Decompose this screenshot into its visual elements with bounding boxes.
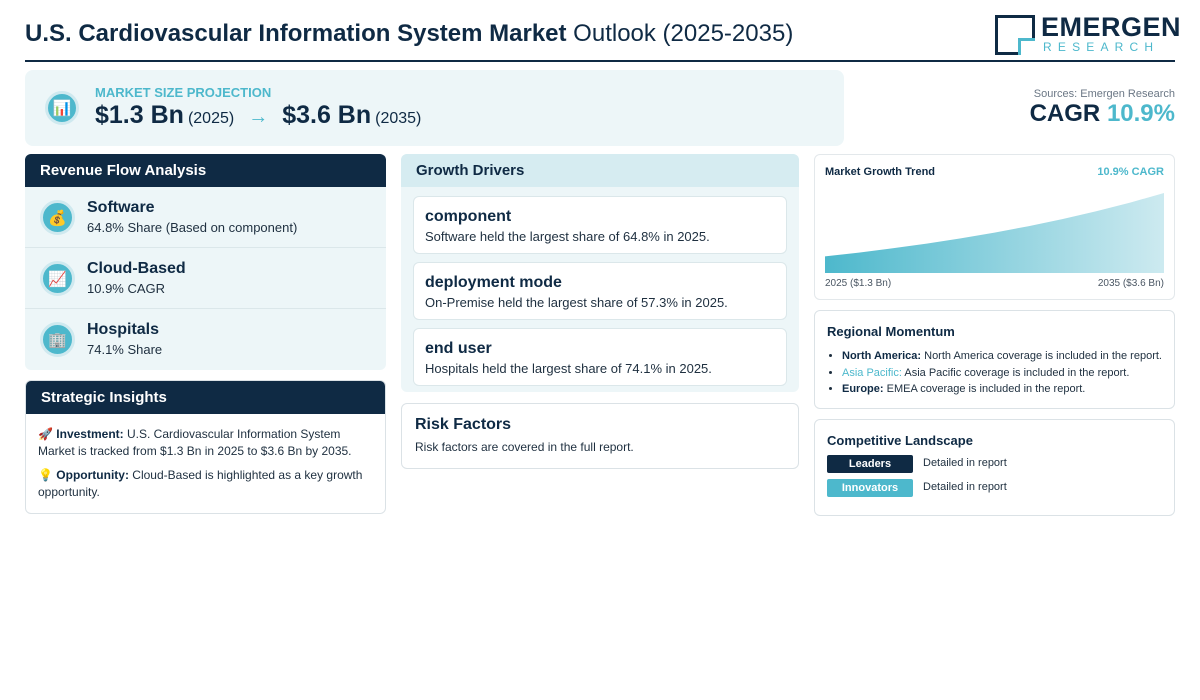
trend-area (825, 193, 1164, 273)
driver-title: end user (425, 340, 492, 357)
hospital-building-icon: 🏢 (40, 322, 75, 357)
market-size-values: $1.3 Bn (2025) → $3.6 Bn (2035) (95, 101, 421, 130)
market-end-value: $3.6 Bn (282, 101, 372, 129)
driver-desc: Software held the largest share of 64.8%… (425, 229, 710, 244)
opportunity-label: Opportunity: (56, 468, 129, 482)
growth-drivers-card: Growth Drivers component Software held t… (401, 154, 799, 392)
bar-chart-icon: 📊 (45, 91, 79, 125)
trend-chart-icon: 📈 (40, 261, 75, 296)
market-size-panel: 📊 MARKET SIZE PROJECTION $1.3 Bn (2025) → $… (25, 70, 844, 146)
revenue-item: 💰 Software 64.8% Share (Based on compone… (25, 187, 386, 248)
driver-item: end user Hospitals held the largest shar… (413, 328, 787, 386)
driver-desc: On-Premise held the largest share of 57.… (425, 295, 728, 310)
risk-factors-title: Risk Factors (415, 416, 512, 433)
revenue-item-title: Cloud-Based (87, 260, 186, 277)
investment-insight: 🚀 Investment: U.S. Cardiovascular Inform… (38, 426, 373, 460)
revenue-item: 📈 Cloud-Based 10.9% CAGR (25, 248, 386, 309)
revenue-item-title: Hospitals (87, 321, 160, 338)
driver-item: component Software held the largest shar… (413, 196, 787, 254)
emergen-logo: EMERGEN RESEARCH (995, 12, 1181, 56)
driver-desc: Hospitals held the largest share of 74.1… (425, 361, 712, 376)
region-item: Asia Pacific: Asia Pacific coverage is i… (842, 365, 1162, 382)
revenue-flow-title: Revenue Flow Analysis (25, 154, 386, 187)
innovators-badge: Innovators (827, 479, 913, 497)
revenue-item-sub: 10.9% CAGR (87, 281, 166, 296)
revenue-flow-card: Revenue Flow Analysis 💰 Software 64.8% S… (25, 154, 386, 370)
cagr-summary: CAGR 10.9% (1030, 100, 1175, 128)
risk-factors-card: Risk Factors Risk factors are covered in… (401, 403, 799, 469)
region-label: Europe: (842, 383, 884, 395)
risk-factors-desc: Risk factors are covered in the full rep… (415, 440, 634, 454)
arrow-right-icon: → (248, 106, 269, 128)
market-start-year: (2025) (187, 110, 235, 127)
competitive-landscape-card: Competitive Landscape Leaders Detailed i… (814, 419, 1175, 516)
leaders-badge: Leaders (827, 455, 913, 473)
logo-subtitle: RESEARCH (1043, 40, 1160, 54)
trend-start-label: 2025 ($1.3 Bn) (825, 278, 892, 289)
region-label: Asia Pacific: (842, 366, 902, 379)
region-item: Europe: EMEA coverage is included in the… (842, 381, 1162, 398)
opportunity-text: Cloud-Based is highlighted as a key grow… (38, 468, 363, 499)
trend-end-label: 2035 ($3.6 Bn) (1097, 278, 1164, 289)
trend-cagr: 10.9% CAGR (1097, 166, 1164, 178)
investment-text: U.S. Cardiovascular Information System M… (38, 427, 352, 458)
trend-title: Market Growth Trend (825, 166, 936, 178)
revenue-item-title: Software (87, 199, 155, 216)
market-start-value: $1.3 Bn (95, 101, 184, 129)
logo-name: EMERGEN (1041, 12, 1182, 42)
strategic-insights-card: Strategic Insights 🚀 Investment: U.S. Ca… (25, 380, 386, 514)
competitive-row-text: Detailed in report (923, 457, 1007, 469)
cagr-value: 10.9% (1106, 100, 1175, 127)
growth-drivers-title: Growth Drivers (401, 154, 799, 187)
source-note: Sources: Emergen Research (1033, 88, 1175, 100)
investment-label: Investment: (56, 427, 124, 441)
regional-momentum-card: Regional Momentum North America: North A… (814, 310, 1175, 409)
opportunity-insight: 💡 Opportunity: Cloud-Based is highlighte… (38, 467, 373, 501)
region-text: North America coverage is included in th… (924, 350, 1162, 362)
regional-momentum-title: Regional Momentum (827, 324, 955, 339)
strategic-insights-title: Strategic Insights (26, 381, 385, 414)
strategic-insights-body: 🚀 Investment: U.S. Cardiovascular Inform… (26, 414, 385, 501)
regional-list: North America: North America coverage is… (842, 348, 1162, 398)
market-growth-trend-card: Market Growth Trend 10.9% CAGR 2025 ($1.… (814, 154, 1175, 300)
lightbulb-icon: 💡 (38, 468, 53, 482)
driver-title: component (425, 208, 512, 225)
page-title-light: Outlook (2025-2035) (573, 20, 794, 47)
logo-mark-icon (995, 15, 1035, 55)
market-size-label: MARKET SIZE PROJECTION (95, 85, 272, 100)
region-label: North America: (842, 350, 922, 362)
trend-area-chart (825, 193, 1164, 273)
revenue-item: 🏢 Hospitals 74.1% Share (25, 309, 386, 370)
page-title: U.S. Cardiovascular Information System M… (25, 20, 793, 48)
market-end-year: (2035) (375, 110, 422, 127)
rocket-icon: 🚀 (38, 427, 53, 441)
money-bag-icon: 💰 (40, 200, 75, 235)
report-header: U.S. Cardiovascular Information System M… (25, 12, 1181, 62)
region-text: Asia Pacific coverage is included in the… (904, 366, 1130, 379)
region-text: EMEA coverage is included in the report. (886, 383, 1086, 395)
region-item: North America: North America coverage is… (842, 348, 1162, 365)
competitive-row-text: Detailed in report (923, 481, 1007, 493)
revenue-item-sub: 74.1% Share (87, 342, 163, 357)
revenue-item-sub: 64.8% Share (Based on component) (87, 220, 298, 235)
page-title-bold: U.S. Cardiovascular Information System M… (25, 20, 567, 47)
driver-title: deployment mode (425, 274, 562, 291)
competitive-landscape-title: Competitive Landscape (827, 433, 973, 448)
cagr-label: CAGR (1029, 100, 1101, 127)
driver-item: deployment mode On-Premise held the larg… (413, 262, 787, 320)
